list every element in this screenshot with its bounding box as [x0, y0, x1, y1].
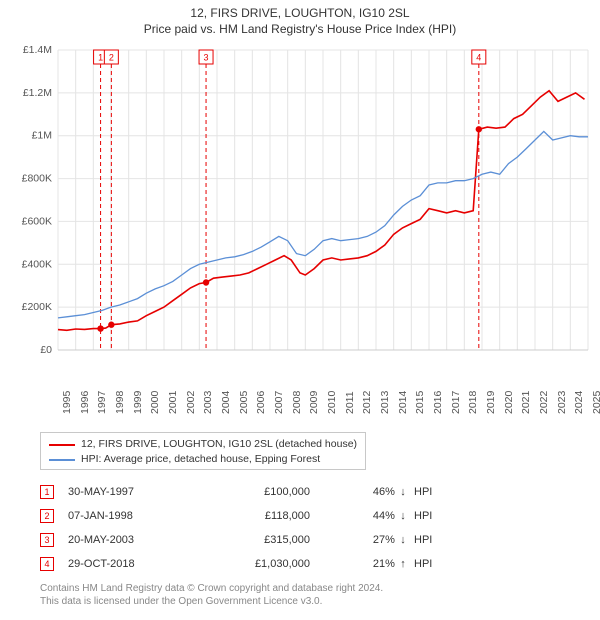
- marker-badge: 3: [40, 533, 54, 547]
- x-axis-label: 2001: [167, 391, 179, 414]
- cell-date: 29-OCT-2018: [68, 558, 218, 570]
- x-axis-label: 2007: [273, 391, 285, 414]
- svg-text:4: 4: [476, 53, 481, 63]
- x-axis-label: 2017: [450, 391, 462, 414]
- x-axis-label: 2011: [344, 391, 356, 414]
- svg-text:£1.2M: £1.2M: [23, 87, 52, 99]
- legend-label: HPI: Average price, detached house, Eppi…: [81, 452, 320, 467]
- cell-price: £118,000: [218, 510, 338, 522]
- table-row: 2 07-JAN-1998£118,00044% ↓HPI: [40, 504, 468, 528]
- cell-pct: 46% ↓: [338, 486, 408, 498]
- x-axis-label: 2019: [485, 391, 497, 414]
- legend-swatch: [49, 444, 75, 446]
- x-axis-label: 2013: [379, 391, 391, 414]
- cell-date: 20-MAY-2003: [68, 534, 218, 546]
- svg-text:£600K: £600K: [22, 215, 52, 227]
- table-row: 3 20-MAY-2003£315,00027% ↓HPI: [40, 528, 468, 552]
- svg-text:£400K: £400K: [22, 258, 52, 270]
- x-axis-label: 1998: [114, 391, 126, 414]
- svg-text:2: 2: [109, 53, 114, 63]
- svg-text:£200K: £200K: [22, 301, 52, 313]
- chart-svg: £0 £200K £400K £600K £800K £1M £1.2M £1.4M 12 3 4: [8, 44, 592, 384]
- marker-badge: 4: [40, 557, 54, 571]
- x-axis-label: 1995: [61, 391, 73, 414]
- data-table: 130-MAY-1997£100,00046% ↓HPI207-JAN-1998…: [40, 480, 468, 576]
- cell-pct: 44% ↓: [338, 510, 408, 522]
- svg-text:£800K: £800K: [22, 173, 52, 185]
- legend-row: HPI: Average price, detached house, Eppi…: [49, 452, 357, 467]
- x-axis-label: 2012: [361, 391, 373, 414]
- x-axis-label: 2025: [591, 391, 600, 414]
- footer-line-1: Contains HM Land Registry data © Crown c…: [40, 582, 383, 595]
- x-axis-label: 2016: [432, 391, 444, 414]
- cell-price: £315,000: [218, 534, 338, 546]
- cell-date: 07-JAN-1998: [68, 510, 218, 522]
- cell-hpi: HPI: [408, 486, 468, 498]
- x-axis-label: 2020: [503, 391, 515, 414]
- x-axis-label: 2004: [220, 391, 232, 414]
- x-axis-label: 2018: [467, 391, 479, 414]
- x-axis-labels: 1995 1996 1997 1998 1999 2000 2001 2002 2003 2004…: [8, 384, 592, 429]
- chart-title: 12, FIRS DRIVE, LOUGHTON, IG10 2SL Price…: [0, 0, 600, 37]
- legend-swatch: [49, 459, 75, 461]
- x-axis-label: 2014: [397, 391, 409, 414]
- x-axis-label: 2006: [255, 391, 267, 414]
- title-line-1: 12, FIRS DRIVE, LOUGHTON, IG10 2SL: [0, 6, 600, 22]
- x-axis-label: 1996: [79, 391, 91, 414]
- table-row: 4 29-OCT-2018£1,030,00021% ↑HPI: [40, 552, 468, 576]
- x-axis-label: 2022: [538, 391, 550, 414]
- x-axis-label: 2015: [414, 391, 426, 414]
- cell-pct: 21% ↑: [338, 558, 408, 570]
- x-axis-label: 2024: [573, 391, 585, 414]
- cell-price: £1,030,000: [218, 558, 338, 570]
- x-axis-label: 2000: [149, 391, 161, 414]
- x-axis-label: 1997: [96, 391, 108, 414]
- x-axis-label: 2010: [326, 391, 338, 414]
- svg-text:£1M: £1M: [32, 130, 52, 142]
- legend: 12, FIRS DRIVE, LOUGHTON, IG10 2SL (deta…: [40, 432, 366, 470]
- table-row: 1 30-MAY-1997£100,00046% ↓HPI: [40, 480, 468, 504]
- svg-text:£0: £0: [40, 344, 52, 356]
- x-axis-label: 2008: [291, 391, 303, 414]
- marker-badge: 1: [40, 485, 54, 499]
- cell-pct: 27% ↓: [338, 534, 408, 546]
- cell-date: 30-MAY-1997: [68, 486, 218, 498]
- chart-area: £0 £200K £400K £600K £800K £1M £1.2M £1.4M 12 3 4: [8, 44, 592, 384]
- legend-row: 12, FIRS DRIVE, LOUGHTON, IG10 2SL (deta…: [49, 437, 357, 452]
- svg-text:1: 1: [98, 53, 103, 63]
- x-axis-label: 2003: [202, 391, 214, 414]
- title-line-2: Price paid vs. HM Land Registry's House …: [0, 22, 600, 38]
- x-axis-label: 2009: [308, 391, 320, 414]
- cell-hpi: HPI: [408, 534, 468, 546]
- footer-line-2: This data is licensed under the Open Gov…: [40, 595, 383, 608]
- cell-hpi: HPI: [408, 558, 468, 570]
- x-axis-label: 1999: [132, 391, 144, 414]
- marker-badge: 2: [40, 509, 54, 523]
- svg-text:3: 3: [204, 53, 209, 63]
- footer-attribution: Contains HM Land Registry data © Crown c…: [40, 582, 383, 608]
- x-axis-label: 2023: [556, 391, 568, 414]
- x-axis-label: 2021: [520, 391, 532, 414]
- svg-text:£1.4M: £1.4M: [23, 44, 52, 56]
- x-axis-label: 2002: [185, 391, 197, 414]
- x-axis-label: 2005: [238, 391, 250, 414]
- cell-hpi: HPI: [408, 510, 468, 522]
- legend-label: 12, FIRS DRIVE, LOUGHTON, IG10 2SL (deta…: [81, 437, 357, 452]
- cell-price: £100,000: [218, 486, 338, 498]
